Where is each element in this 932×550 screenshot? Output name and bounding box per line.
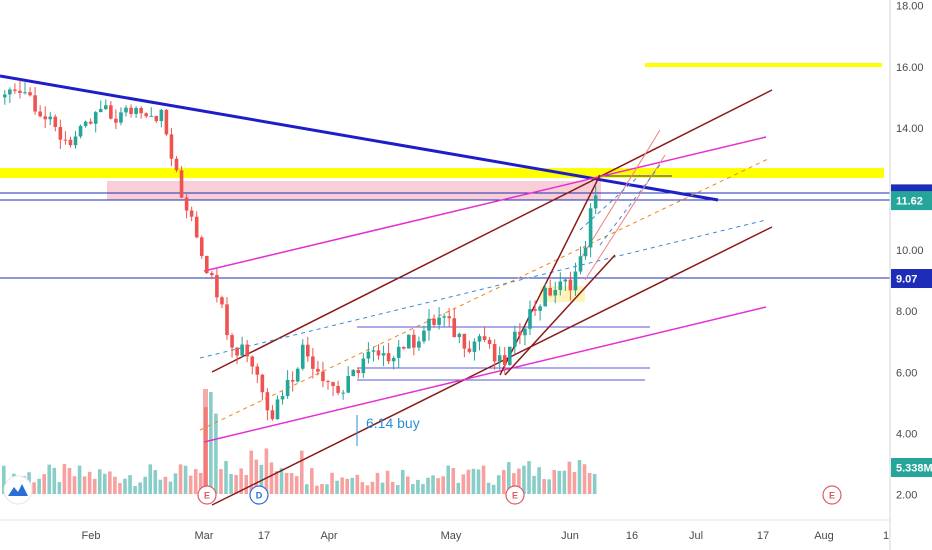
time-ticks: Feb Mar 17 Apr May Jun 16 Jul 17 Aug 1 [82, 530, 890, 542]
time-tick-label: 1 [883, 530, 889, 542]
midline-dashed[interactable] [199, 219, 767, 359]
time-tick-label: Jul [689, 530, 703, 542]
time-tick-label: Apr [320, 530, 337, 542]
event-label: E [204, 491, 210, 501]
time-tick-label: 17 [258, 530, 270, 542]
time-tick-label: Feb [82, 530, 101, 542]
target-zone [645, 63, 882, 67]
earnings-event-icon[interactable] [822, 485, 842, 505]
steep-channel-line[interactable] [579, 129, 661, 261]
volume-badge-label: 5.338M [896, 463, 932, 475]
price-tick-label: 2.00 [896, 490, 917, 502]
earnings-event-icon[interactable] [197, 485, 217, 505]
price-badges: 11.8411.6411.629.07 [891, 184, 932, 289]
supply-zone [107, 181, 601, 200]
steep-dashed-line[interactable] [599, 164, 661, 246]
time-tick-label: May [441, 530, 462, 542]
time-tick-label: Mar [195, 530, 214, 542]
channel-lower-line[interactable] [211, 226, 773, 506]
price-badge: 9.07 [891, 269, 932, 289]
price-tick-label: 18.00 [896, 1, 924, 13]
event-label: E [829, 491, 835, 501]
price-tick-label: 6.00 [896, 367, 917, 379]
volume-badge [891, 458, 932, 477]
steep-channel-line[interactable] [584, 154, 666, 281]
event-label: D [256, 491, 263, 501]
time-tick-label: Aug [814, 530, 834, 542]
dividend-event-icon[interactable] [249, 485, 269, 505]
time-axis[interactable]: Feb Mar 17 Apr May Jun 16 Jul 17 Aug 1 [0, 519, 890, 542]
price-badge: 11.62 [891, 191, 932, 211]
price-badge-label: 11.62 [896, 196, 923, 208]
event-markers[interactable]: E D E E [197, 485, 842, 505]
price-tick-label: 14.00 [896, 123, 924, 135]
magenta-upper-line[interactable] [203, 136, 767, 272]
buy-annotation: 6.14 buy [366, 415, 420, 431]
steep-trend-line[interactable] [499, 174, 601, 376]
time-tick-label: Jun [561, 530, 579, 542]
steep-trend-line[interactable] [504, 254, 616, 376]
price-tick-label: 4.00 [896, 428, 917, 440]
price-tick-label: 10.00 [896, 245, 924, 257]
resistance-zone [0, 168, 884, 178]
time-tick-label: 17 [757, 530, 769, 542]
price-axis[interactable]: 18.0016.0014.0012.0010.008.006.004.002.0… [889, 0, 932, 550]
tradingview-logo-icon[interactable] [3, 475, 33, 505]
candlesticks [3, 80, 598, 421]
time-tick-label: 16 [626, 530, 638, 542]
price-badge-label: 9.07 [896, 274, 917, 286]
magenta-lower-line[interactable] [203, 306, 767, 443]
steep-dashed-line[interactable] [579, 174, 641, 231]
price-tick-label: 16.00 [896, 62, 924, 74]
channel-upper-line[interactable] [211, 89, 773, 373]
trendlines[interactable] [0, 74, 890, 506]
event-label: E [512, 491, 518, 501]
price-tick-label: 8.00 [896, 306, 917, 318]
earnings-event-icon[interactable] [505, 485, 525, 505]
median-dashed[interactable] [199, 157, 771, 431]
